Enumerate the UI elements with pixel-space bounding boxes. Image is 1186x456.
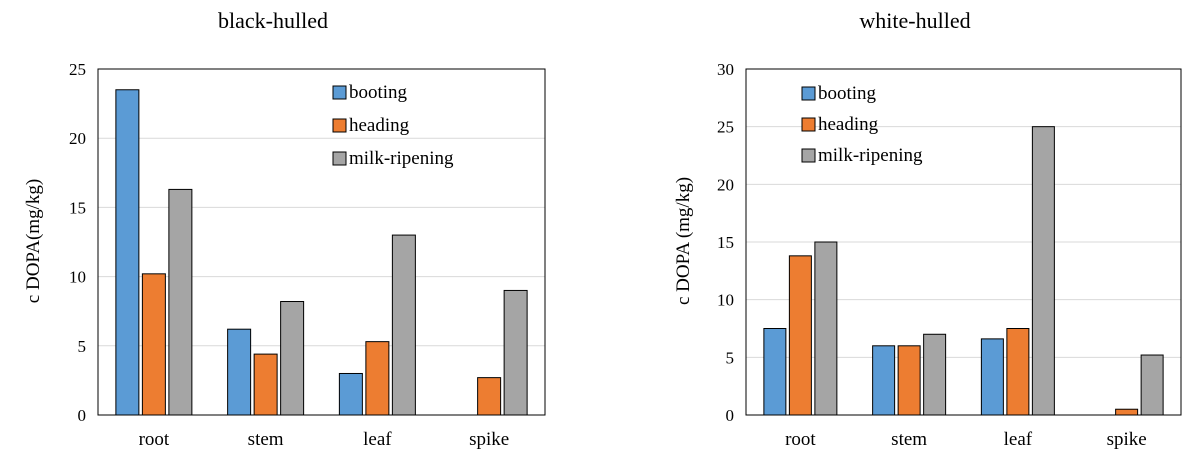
bar-milk-ripening-stem	[923, 333, 947, 416]
bar-heading-spike	[477, 377, 502, 416]
y-tick-label: 0	[78, 406, 87, 425]
x-tick-label: root	[139, 429, 170, 450]
x-tick-label: leaf	[1004, 429, 1033, 450]
y-tick-label: 20	[69, 129, 86, 148]
plot-area-frame	[97, 68, 546, 416]
bar-booting-root	[763, 328, 787, 416]
legend-swatch-milk-ripening	[332, 151, 347, 166]
bar-heading-leaf	[365, 341, 390, 416]
bar-heading-leaf	[1006, 328, 1030, 416]
y-tick-label: 0	[726, 406, 735, 425]
y-tick-label: 5	[78, 337, 87, 356]
bar-booting-leaf	[338, 372, 363, 416]
legend-swatch-milk-ripening	[801, 148, 816, 163]
y-tick-label: 30	[717, 60, 734, 79]
y-tick-label: 10	[717, 291, 734, 310]
chart-title-left: black-hulled	[218, 8, 328, 33]
bar-milk-ripening-root	[168, 188, 193, 416]
y-tick-label: 15	[69, 198, 86, 217]
x-tick-label: root	[785, 429, 816, 450]
bar-heading-root	[788, 255, 812, 416]
bar-booting-stem	[872, 345, 896, 416]
plot-area-frame	[745, 68, 1182, 416]
x-tick-label: spike	[469, 429, 509, 450]
y-tick-label: 20	[717, 175, 734, 194]
x-tick-label: leaf	[363, 429, 392, 450]
y-tick-label: 25	[69, 60, 86, 79]
y-tick-label: 5	[726, 348, 735, 367]
bar-booting-stem	[227, 328, 252, 416]
legend-label-heading: heading	[818, 114, 879, 135]
bar-heading-spike	[1115, 408, 1139, 416]
bar-heading-stem	[897, 345, 921, 416]
y-tick-label: 10	[69, 268, 86, 287]
bar-milk-ripening-spike	[1140, 354, 1164, 416]
bar-heading-stem	[253, 353, 278, 416]
bar-milk-ripening-leaf	[391, 234, 416, 416]
legend-swatch-booting	[801, 86, 816, 101]
x-tick-label: stem	[248, 429, 284, 450]
legend-label-booting: booting	[349, 82, 408, 103]
legend-label-milk-ripening: milk-ripening	[818, 145, 923, 166]
bar-milk-ripening-leaf	[1031, 126, 1055, 416]
bar-heading-root	[141, 273, 166, 416]
chart-title-right: white-hulled	[859, 8, 971, 33]
bar-milk-ripening-stem	[280, 301, 305, 416]
legend-swatch-booting	[332, 85, 347, 100]
legend-swatch-heading	[801, 117, 816, 132]
legend-label-heading: heading	[349, 115, 410, 136]
bar-booting-root	[115, 89, 140, 416]
y-tick-label: 15	[717, 233, 734, 252]
legend-swatch-heading	[332, 118, 347, 133]
bar-milk-ripening-root	[814, 241, 838, 416]
legend-label-booting: booting	[818, 83, 877, 104]
y-tick-label: 25	[717, 118, 734, 137]
bar-booting-leaf	[980, 338, 1004, 416]
x-tick-label: stem	[891, 429, 927, 450]
bar-milk-ripening-spike	[503, 289, 528, 416]
legend-label-milk-ripening: milk-ripening	[349, 148, 454, 169]
x-tick-label: spike	[1107, 429, 1147, 450]
